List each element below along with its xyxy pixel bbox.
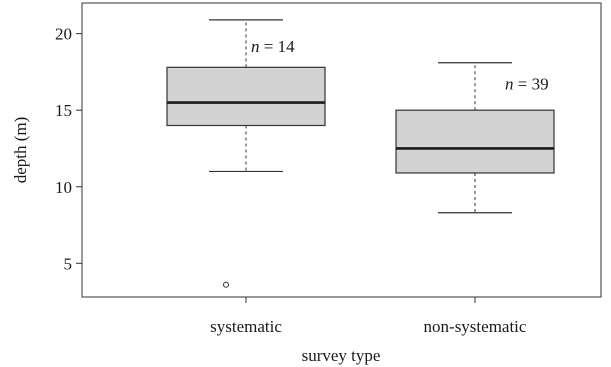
y-tick-label: 10 (55, 178, 72, 197)
x-axis-label: survey type (302, 346, 381, 365)
outlier-point (223, 281, 229, 288)
iqr-box (395, 109, 555, 174)
n-annotation: n = 14 (251, 37, 295, 56)
boxes: n = 14 n = 39 (166, 19, 555, 288)
y-tick-label: 15 (55, 101, 72, 120)
iqr-box (166, 66, 326, 127)
x-axis: systematic non-systematic (210, 297, 527, 336)
x-tick-label: non-systematic (424, 317, 527, 336)
box-non-systematic: n = 39 (395, 62, 555, 214)
box-systematic: n = 14 (166, 19, 326, 288)
y-tick-label: 5 (64, 254, 73, 273)
y-axis: 5 10 15 20 (55, 25, 82, 273)
n-annotation: n = 39 (505, 75, 549, 94)
y-tick-label: 20 (55, 25, 72, 44)
x-tick-label: systematic (210, 317, 282, 336)
y-axis-label: depth (m) (11, 117, 30, 184)
